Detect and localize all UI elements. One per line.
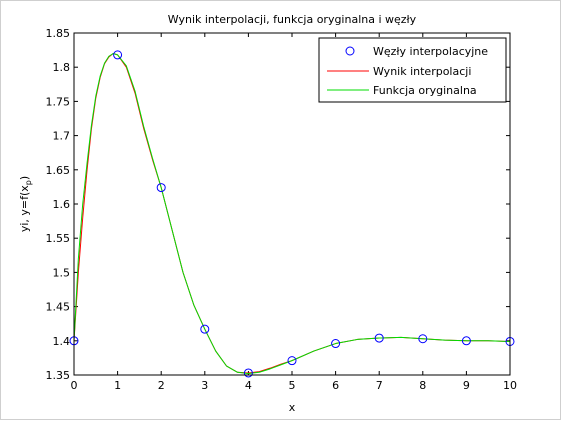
y-axis-label: yi, y=f(xp) <box>18 176 33 232</box>
legend-marker-nodes <box>345 46 355 56</box>
y-tick-label: 1.8 <box>53 61 71 74</box>
x-tick-label: 8 <box>419 379 426 392</box>
y-tick-label: 1.55 <box>46 232 71 245</box>
y-tick-label: 1.5 <box>53 266 71 279</box>
node-marker <box>331 339 341 349</box>
node-marker <box>418 334 428 344</box>
y-axis-ticks: 1.35 1.4 1.45 1.5 1.55 1.6 1.65 1.7 1.75 1.8 1.85 <box>46 27 510 382</box>
node-marker <box>287 356 297 366</box>
x-tick-label: 0 <box>71 379 78 392</box>
x-tick-label: 9 <box>463 379 470 392</box>
node-marker <box>461 336 471 346</box>
chart-title: Wynik interpolacji, funkcja oryginalna i… <box>168 13 417 26</box>
legend-label-nodes: Węzły interpolacyjne <box>373 45 488 58</box>
node-marker <box>113 50 123 60</box>
y-tick-label: 1.75 <box>46 95 71 108</box>
x-tick-label: 7 <box>376 379 383 392</box>
y-tick-label: 1.35 <box>46 369 71 382</box>
y-tick-label: 1.4 <box>53 335 71 348</box>
y-axis-label-end: ) <box>18 176 31 180</box>
node-marker <box>200 324 210 334</box>
plot-frame <box>73 32 511 376</box>
y-tick-label: 1.65 <box>46 164 71 177</box>
x-tick-label: 10 <box>503 379 517 392</box>
node-marker <box>243 368 253 378</box>
y-tick-label: 1.85 <box>46 27 71 40</box>
node-marker <box>374 333 384 343</box>
legend: Węzły interpolacyjne Wynik interpolacji … <box>318 37 507 103</box>
x-axis-ticks: 0 1 2 3 4 5 6 7 8 9 10 <box>71 33 517 392</box>
x-tick-label: 3 <box>201 379 208 392</box>
x-tick-label: 4 <box>245 379 252 392</box>
marker-layer <box>69 50 515 378</box>
x-tick-label: 1 <box>114 379 121 392</box>
x-tick-label: 5 <box>289 379 296 392</box>
legend-box <box>318 37 507 103</box>
y-tick-label: 1.6 <box>53 198 71 211</box>
y-tick-label: 1.7 <box>53 130 71 143</box>
y-tick-label: 1.45 <box>46 301 71 314</box>
legend-label-interpolation: Wynik interpolacji <box>373 65 471 78</box>
legend-label-original: Funkcja oryginalna <box>373 84 477 97</box>
node-marker <box>156 183 166 193</box>
x-axis-label: x <box>289 401 296 414</box>
x-tick-label: 6 <box>332 379 339 392</box>
x-tick-label: 2 <box>158 379 165 392</box>
y-axis-label-subscript: p <box>24 180 33 185</box>
y-axis-label-main: yi, y=f(x <box>18 185 31 232</box>
